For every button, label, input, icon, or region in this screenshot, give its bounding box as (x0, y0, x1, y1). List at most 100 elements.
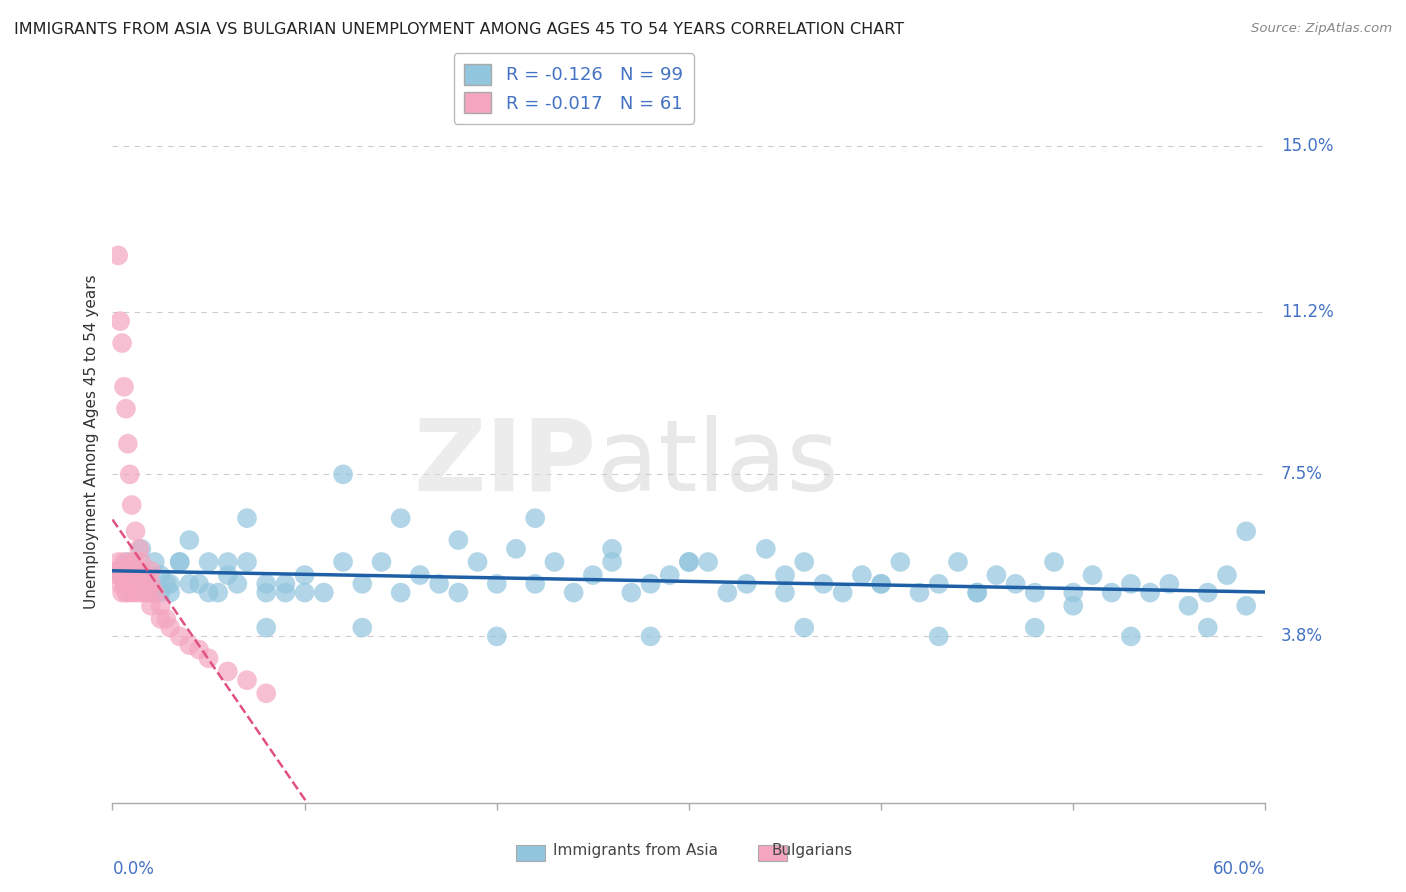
Point (118, 564, 141, 578)
Point (813, 577, 835, 591)
Point (179, 638, 201, 652)
Point (505, 541, 527, 556)
Text: 7.5%: 7.5% (1281, 466, 1323, 483)
Point (1004, 577, 1026, 591)
Point (370, 555, 392, 569)
Point (352, 621, 374, 635)
Point (149, 585, 172, 599)
Point (117, 436, 139, 450)
Point (735, 577, 758, 591)
Y-axis label: Unemployment Among Ages 45 to 54 years: Unemployment Among Ages 45 to 54 years (84, 274, 100, 609)
Point (149, 612, 172, 626)
Point (124, 585, 146, 599)
Point (966, 585, 988, 599)
Point (1081, 568, 1104, 582)
Point (640, 629, 662, 643)
Point (132, 585, 155, 599)
Point (1043, 555, 1066, 569)
Point (332, 555, 354, 569)
Point (169, 555, 191, 569)
Point (217, 555, 239, 569)
Text: 60.0%: 60.0% (1213, 860, 1265, 878)
Point (107, 248, 129, 262)
Text: 0.0%: 0.0% (112, 860, 155, 878)
Text: Bulgarians: Bulgarians (772, 843, 853, 858)
Point (197, 651, 219, 665)
Point (1101, 585, 1123, 599)
Text: 3.8%: 3.8% (1281, 627, 1323, 646)
Point (485, 577, 508, 591)
Point (111, 585, 134, 599)
Point (121, 498, 143, 512)
Point (889, 555, 911, 569)
Point (129, 541, 153, 556)
Bar (516, 845, 544, 861)
Point (831, 585, 853, 599)
Point (128, 541, 150, 556)
Point (1197, 621, 1219, 635)
Point (1119, 629, 1142, 643)
Point (132, 568, 155, 582)
Point (755, 541, 778, 556)
Point (188, 642, 211, 657)
Point (112, 555, 135, 569)
Point (143, 585, 166, 599)
Point (111, 564, 134, 578)
Point (524, 511, 547, 525)
Point (122, 577, 145, 591)
Point (447, 533, 470, 547)
Point (111, 568, 134, 582)
Point (107, 555, 129, 569)
Point (640, 577, 662, 591)
Point (600, 541, 623, 556)
Text: IMMIGRANTS FROM ASIA VS BULGARIAN UNEMPLOYMENT AMONG AGES 45 TO 54 YEARS CORRELA: IMMIGRANTS FROM ASIA VS BULGARIAN UNEMPL… (14, 22, 904, 37)
Point (121, 568, 143, 582)
Point (236, 511, 259, 525)
Point (121, 585, 143, 599)
Point (773, 568, 796, 582)
Point (294, 585, 316, 599)
Point (124, 555, 146, 569)
Point (149, 568, 172, 582)
Point (111, 336, 134, 351)
Point (117, 568, 139, 582)
Point (1234, 599, 1257, 613)
Point (112, 380, 135, 394)
Text: Source: ZipAtlas.com: Source: ZipAtlas.com (1251, 22, 1392, 36)
Point (115, 577, 138, 591)
Point (159, 621, 181, 635)
Point (115, 585, 138, 599)
Point (793, 621, 815, 635)
Point (129, 568, 153, 582)
Bar (758, 845, 787, 861)
Point (1234, 524, 1257, 539)
Point (139, 577, 162, 591)
Point (108, 314, 131, 328)
Point (117, 564, 139, 578)
Point (159, 577, 181, 591)
Point (197, 585, 219, 599)
Point (773, 585, 796, 599)
Point (1197, 585, 1219, 599)
Point (254, 621, 277, 635)
Point (169, 555, 191, 569)
Point (524, 577, 547, 591)
Point (793, 555, 815, 569)
Point (389, 585, 412, 599)
Point (600, 555, 623, 569)
Point (1062, 599, 1084, 613)
Point (986, 568, 1008, 582)
Point (188, 577, 211, 591)
Point (928, 629, 950, 643)
Text: ZIP: ZIP (413, 415, 596, 512)
Point (236, 673, 259, 688)
Point (966, 585, 988, 599)
Point (129, 555, 153, 569)
Point (485, 629, 508, 643)
Point (118, 577, 141, 591)
Point (543, 555, 565, 569)
Point (107, 568, 129, 582)
Legend: R = -0.126   N = 99, R = -0.017   N = 61: R = -0.126 N = 99, R = -0.017 N = 61 (454, 54, 693, 124)
Point (254, 686, 277, 700)
Point (108, 564, 131, 578)
